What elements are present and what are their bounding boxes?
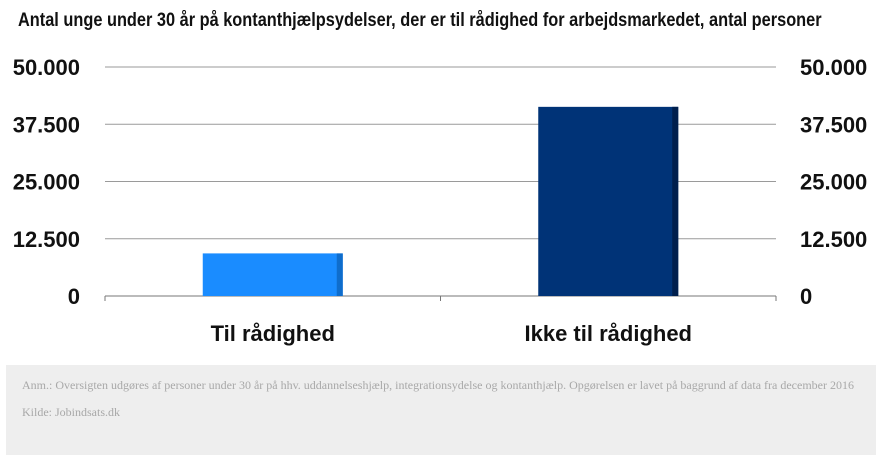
x-category-label: Til rådighed: [211, 321, 335, 346]
y-tick-label-left: 12.500: [13, 227, 80, 252]
bars: [202, 106, 679, 296]
y-tick-label-right: 0: [800, 284, 812, 309]
footer-source: Kilde: Jobindsats.dk: [22, 405, 120, 419]
bar-edge: [672, 106, 679, 296]
bar-edge: [336, 253, 343, 296]
bar: [202, 253, 343, 296]
y-tick-label-right: 37.500: [800, 112, 867, 137]
y-tick-label-right: 25.000: [800, 170, 867, 195]
y-axis-left: 0 12.500 25.000 37.500 50.000: [13, 55, 80, 309]
y-tick-label-right: 50.000: [800, 55, 867, 80]
chart-title: Antal unge under 30 år på kontanthjælpsy…: [18, 10, 822, 31]
bar-chart: 0 12.500 25.000 37.500 50.000 0 12.500 25.000 3…: [13, 55, 868, 346]
bar: [538, 106, 679, 296]
y-axis-right: 0 12.500 25.000 37.500 50.000: [800, 55, 867, 309]
y-tick-label-left: 0: [68, 284, 80, 309]
footer-notes: Anm.: Oversigten udgøres af personer und…: [6, 365, 876, 455]
y-tick-label-right: 12.500: [800, 227, 867, 252]
y-tick-label-left: 50.000: [13, 55, 80, 80]
y-tick-label-left: 25.000: [13, 170, 80, 195]
y-tick-label-left: 37.500: [13, 112, 80, 137]
x-category-label: Ikke til rådighed: [525, 321, 693, 346]
x-axis: Til rådighed Ikke til rådighed: [211, 321, 692, 346]
footer-note: Anm.: Oversigten udgøres af personer und…: [22, 378, 854, 392]
